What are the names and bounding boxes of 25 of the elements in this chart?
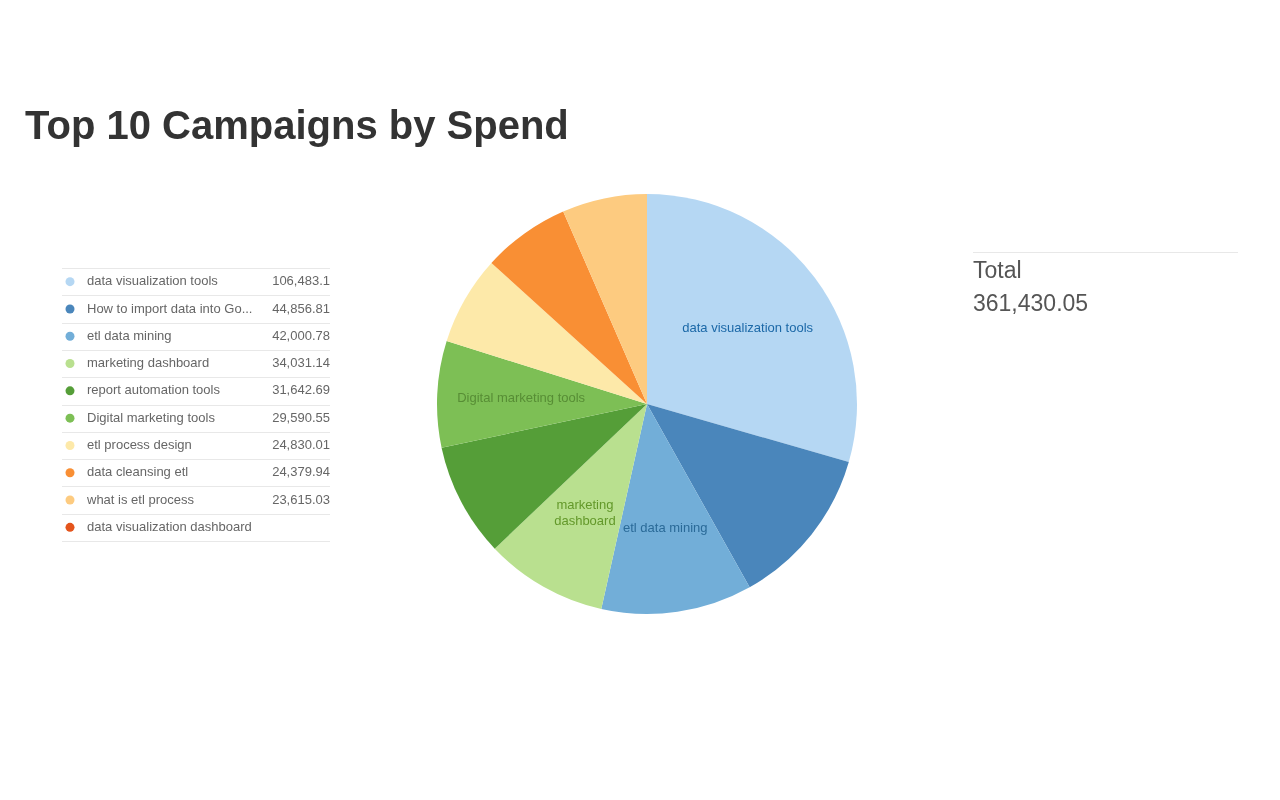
text: marketing dashboard xyxy=(554,497,616,529)
data-label: 29,590.55 xyxy=(272,409,330,425)
data-label: 24,830.01 xyxy=(272,437,330,453)
data-label: 44,856.81 xyxy=(272,300,330,316)
chart-title: Top 10 Campaigns by Spend xyxy=(25,103,569,147)
legend-label: data visualization dashboard xyxy=(87,518,252,534)
legend-label: data visualization tools xyxy=(87,273,219,289)
slice-label: etl data mining xyxy=(623,520,708,536)
data-label: 34,031.14 xyxy=(272,355,330,371)
legend-label: marketing dashboard xyxy=(87,355,210,371)
data-label: 42,000.78 xyxy=(272,327,330,343)
text: Total xyxy=(973,257,1022,284)
slice-label: data visualization tools xyxy=(682,319,814,335)
legend-label: report automation tools xyxy=(87,382,221,398)
data-label: 23,615.03 xyxy=(272,491,330,507)
legend-label: Digital marketing tools xyxy=(87,409,216,425)
legend-label: etl data mining xyxy=(87,327,172,343)
legend-label: etl process design xyxy=(87,437,192,453)
data-label: 24,379.94 xyxy=(272,464,330,480)
legend-label: what is etl process xyxy=(86,491,195,507)
data-label: 106,483.1 xyxy=(272,273,330,289)
text: 361,430.05 xyxy=(973,290,1089,317)
data-label: 31,642.69 xyxy=(272,382,330,398)
legend-label: data cleansing etl xyxy=(87,464,189,480)
legend-label: How to import data into Go... xyxy=(87,300,253,316)
